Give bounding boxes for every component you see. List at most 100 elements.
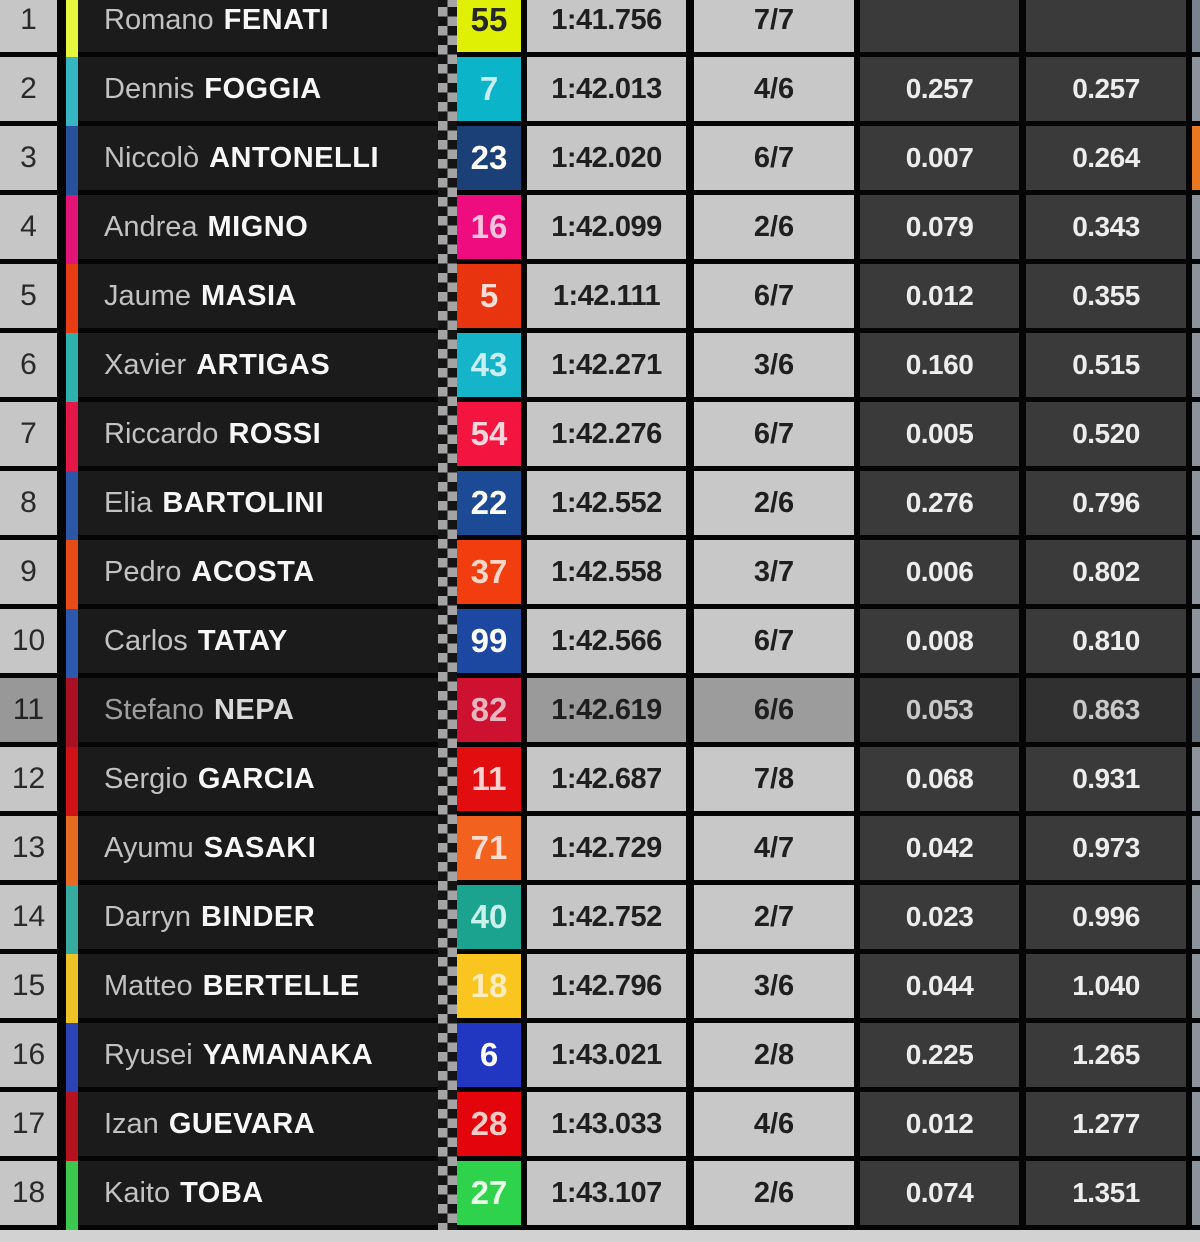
checkered-separator-cell <box>438 57 457 126</box>
lap-count: 6/7 <box>753 279 795 312</box>
lap-count-cell: 6/6 <box>694 678 854 747</box>
gap-previous: 0.008 <box>905 625 974 656</box>
table-row[interactable]: 4 Andrea MIGNO 16 1:42.099 2/6 0.079 0.3… <box>0 195 1200 264</box>
position-number: 8 <box>20 486 37 519</box>
rider-first-name: Dennis <box>104 72 195 105</box>
lap-count-cell: 4/7 <box>694 816 854 885</box>
table-row[interactable]: 5 Jaume MASIA 5 1:42.111 6/7 0.012 0.355 <box>0 264 1200 333</box>
rider-name-cell: Sergio GARCIA <box>78 747 438 816</box>
checkered-separator-cell <box>438 678 457 747</box>
rider-color-stripe <box>66 816 78 885</box>
column-divider <box>1019 471 1026 540</box>
table-row[interactable]: 12 Sergio GARCIA 11 1:42.687 7/8 0.068 0… <box>0 747 1200 816</box>
lap-count: 3/6 <box>753 348 795 381</box>
rider-number-badge: 43 <box>457 333 521 402</box>
position-number: 13 <box>11 831 46 864</box>
rider-color-stripe <box>66 747 78 816</box>
rider-last-name: YAMANAKA <box>202 1038 374 1071</box>
rider-number: 7 <box>479 70 499 107</box>
column-divider <box>521 1161 527 1230</box>
column-divider <box>1186 471 1192 540</box>
position-cell: 12 <box>0 747 57 816</box>
gap-first: 0.863 <box>1072 694 1140 725</box>
right-edge-indicator <box>1192 1161 1200 1230</box>
rider-last-name: FOGGIA <box>204 72 322 105</box>
table-row[interactable]: 8 Elia BARTOLINI 22 1:42.552 2/6 0.276 0… <box>0 471 1200 540</box>
right-edge-indicator <box>1192 954 1200 1023</box>
column-divider <box>1019 885 1026 954</box>
gap-first-cell: 0.264 <box>1026 126 1186 195</box>
rider-first-name: Romano <box>104 3 214 36</box>
column-divider <box>521 57 527 126</box>
gap-previous: 0.012 <box>905 1108 974 1139</box>
rider-name-cell: Niccolò ANTONELLI <box>78 126 438 195</box>
table-row[interactable]: 6 Xavier ARTIGAS 43 1:42.271 3/6 0.160 0… <box>0 333 1200 402</box>
gap-previous: 0.074 <box>905 1177 974 1208</box>
rider-number: 82 <box>470 691 508 728</box>
right-edge-indicator <box>1192 678 1200 747</box>
rider-last-name: ARTIGAS <box>196 348 331 381</box>
table-row[interactable]: 17 Izan GUEVARA 28 1:43.033 4/6 0.012 1.… <box>0 1092 1200 1161</box>
column-divider <box>686 1023 694 1092</box>
column-divider <box>57 609 66 678</box>
table-row[interactable]: 2 Dennis FOGGIA 7 1:42.013 4/6 0.257 0.2… <box>0 57 1200 126</box>
gap-previous-cell: 0.225 <box>860 1023 1019 1092</box>
gap-previous: 0.225 <box>905 1039 974 1070</box>
gap-first-cell: 0.257 <box>1026 57 1186 126</box>
table-row[interactable]: 7 Riccardo ROSSI 54 1:42.276 6/7 0.005 0… <box>0 402 1200 471</box>
rider-first-name: Stefano <box>104 693 204 726</box>
gap-first-cell <box>1026 0 1186 57</box>
rider-name-cell: Pedro ACOSTA <box>78 540 438 609</box>
best-lap-time-cell: 1:43.033 <box>527 1092 686 1161</box>
rider-first-name: Kaito <box>104 1176 171 1209</box>
rider-last-name: FENATI <box>223 3 330 36</box>
table-row[interactable]: 13 Ayumu SASAKI 71 1:42.729 4/7 0.042 0.… <box>0 816 1200 885</box>
column-divider <box>1019 609 1026 678</box>
gap-previous-cell: 0.005 <box>860 402 1019 471</box>
rider-last-name: ACOSTA <box>191 555 315 588</box>
best-lap-time-cell: 1:42.558 <box>527 540 686 609</box>
right-edge-indicator <box>1192 333 1200 402</box>
rider-last-name: GUEVARA <box>168 1107 316 1140</box>
column-divider <box>521 885 527 954</box>
best-lap-time-cell: 1:42.020 <box>527 126 686 195</box>
rider-first-name: Izan <box>104 1107 159 1140</box>
table-row[interactable]: 9 Pedro ACOSTA 37 1:42.558 3/7 0.006 0.8… <box>0 540 1200 609</box>
table-row[interactable]: 3 Niccolò ANTONELLI 23 1:42.020 6/7 0.00… <box>0 126 1200 195</box>
column-divider <box>854 747 860 816</box>
column-divider <box>521 678 527 747</box>
column-divider <box>57 540 66 609</box>
rider-name-cell: Darryn BINDER <box>78 885 438 954</box>
lap-count: 2/7 <box>753 900 795 933</box>
lap-count: 6/7 <box>753 141 795 174</box>
gap-first: 0.343 <box>1072 211 1140 242</box>
rider-name-cell: Ayumu SASAKI <box>78 816 438 885</box>
table-row[interactable]: 11 Stefano NEPA 82 1:42.619 6/6 0.053 0.… <box>0 678 1200 747</box>
rider-name-cell: Romano FENATI <box>78 0 438 57</box>
position-number: 11 <box>12 693 45 726</box>
table-row[interactable]: 18 Kaito TOBA 27 1:43.107 2/6 0.074 1.35… <box>0 1161 1200 1230</box>
table-row[interactable]: 10 Carlos TATAY 99 1:42.566 6/7 0.008 0.… <box>0 609 1200 678</box>
rider-number-badge: 5 <box>457 264 521 333</box>
rider-number-badge: 37 <box>457 540 521 609</box>
best-lap-time: 1:42.020 <box>551 141 662 174</box>
gap-previous-cell: 0.007 <box>860 126 1019 195</box>
gap-previous-cell: 0.068 <box>860 747 1019 816</box>
rider-last-name: TATAY <box>197 624 288 657</box>
table-row[interactable]: 14 Darryn BINDER 40 1:42.752 2/7 0.023 0… <box>0 885 1200 954</box>
gap-first-cell: 1.265 <box>1026 1023 1186 1092</box>
rider-name-cell: Izan GUEVARA <box>78 1092 438 1161</box>
column-divider <box>854 126 860 195</box>
checkered-separator-cell <box>438 1023 457 1092</box>
best-lap-time-cell: 1:43.107 <box>527 1161 686 1230</box>
best-lap-time: 1:43.021 <box>551 1038 662 1071</box>
table-row[interactable]: 1 Romano FENATI 55 1:41.756 7/7 <box>0 0 1200 57</box>
table-row[interactable]: 15 Matteo BERTELLE 18 1:42.796 3/6 0.044… <box>0 954 1200 1023</box>
table-row[interactable]: 16 Ryusei YAMANAKA 6 1:43.021 2/8 0.225 … <box>0 1023 1200 1092</box>
rider-last-name: BERTELLE <box>202 969 360 1002</box>
position-number: 6 <box>20 348 37 381</box>
right-edge-indicator <box>1192 609 1200 678</box>
lap-count: 2/6 <box>753 210 795 243</box>
